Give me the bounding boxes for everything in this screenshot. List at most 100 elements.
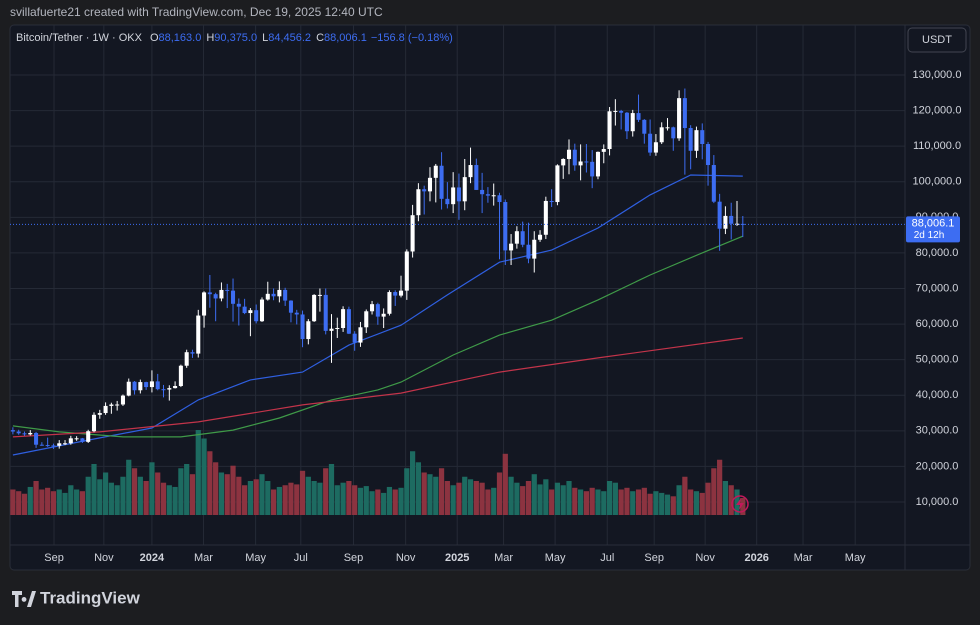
candle-body	[230, 290, 236, 304]
volume-bar	[91, 464, 97, 515]
volume-bar	[514, 482, 520, 515]
price-text: 88,006.1	[912, 217, 955, 229]
candle-body	[538, 234, 543, 240]
volume-bar	[68, 485, 74, 515]
volume-bar	[230, 465, 236, 515]
candle-body	[63, 443, 68, 445]
candle-body	[57, 443, 62, 446]
change: −156.8 (−0.18%)	[371, 32, 453, 44]
volume-bar	[705, 482, 711, 515]
volume-bar	[50, 491, 57, 515]
candle-body	[126, 381, 131, 396]
candle-body	[68, 438, 73, 444]
volume	[10, 430, 746, 515]
volume-bar	[259, 474, 265, 515]
x-tick-label: Sep	[44, 552, 64, 564]
x-tick-label: Nov	[695, 552, 715, 564]
volume-bar	[294, 484, 300, 515]
candle-body	[671, 127, 676, 139]
candle-body	[190, 352, 195, 354]
volume-bar	[16, 491, 22, 515]
volume-bar	[184, 464, 190, 515]
volume-bar	[207, 451, 213, 515]
candle-body	[381, 313, 386, 317]
candle-body	[497, 195, 502, 203]
currency[interactable]: USDT	[922, 34, 952, 46]
price-label: 88,006.12d 12h	[10, 216, 960, 243]
volume-bar	[722, 481, 729, 515]
y-tick-label: 100,000.0	[913, 176, 962, 188]
volume-bar	[560, 485, 566, 515]
candle-body	[265, 293, 270, 300]
volume-bar	[311, 481, 317, 515]
x-tick-label: Nov	[94, 552, 114, 564]
volume-bar	[10, 489, 16, 515]
candle-body	[115, 404, 120, 406]
candle-body	[653, 142, 658, 153]
volume-bar	[357, 487, 364, 515]
volume-bar	[346, 481, 352, 515]
candle-body	[682, 98, 687, 129]
volume-bar	[392, 489, 398, 515]
candle-body	[572, 149, 577, 166]
volume-bar	[352, 485, 358, 515]
moving-average	[12, 174, 743, 456]
candle-body	[109, 404, 114, 406]
candle-body	[410, 215, 415, 252]
candle-body	[422, 189, 427, 192]
volume-bar	[444, 481, 450, 515]
volume-bar	[363, 486, 369, 515]
candle-body	[427, 177, 433, 192]
candle-body	[16, 431, 21, 434]
ohlc-key: O	[150, 32, 159, 44]
volume-bar	[328, 464, 335, 515]
candle-body	[526, 244, 531, 259]
x-tick-label: 2025	[445, 552, 469, 564]
candle-body	[393, 292, 398, 296]
candle-body	[248, 310, 253, 314]
x-tick-label: 2024	[140, 552, 165, 564]
candle-body	[144, 382, 149, 388]
currency-button[interactable]	[907, 27, 967, 53]
volume-bar	[664, 494, 671, 515]
volume-bar	[502, 453, 508, 515]
candle-body	[34, 432, 39, 445]
candle-body	[630, 113, 635, 132]
volume-bar	[236, 476, 242, 515]
chart-panel	[9, 24, 971, 571]
y-tick-label: 80,000.0	[916, 247, 959, 259]
candle-body	[329, 328, 334, 331]
candle-body	[711, 165, 716, 202]
candle-body	[416, 189, 421, 216]
volume-bar	[624, 487, 630, 515]
ohlc-value: 88,163.0	[159, 32, 202, 44]
x-tick-label: Mar	[194, 552, 213, 564]
countdown: 2d 12h	[914, 230, 945, 241]
candle-body	[39, 444, 44, 446]
candle-body	[358, 327, 363, 343]
candle-body	[370, 304, 375, 312]
volume-bar	[688, 489, 694, 515]
candle-body	[306, 321, 311, 340]
volume-bar	[479, 482, 485, 515]
ohlc-value: 90,375.0	[214, 32, 257, 44]
candle-body	[335, 327, 340, 329]
volume-bar	[647, 493, 653, 515]
candle-body	[10, 430, 15, 432]
symbol: Bitcoin/Tether · 1W · OKX	[16, 32, 143, 44]
volume-bar	[62, 492, 68, 515]
volume-bar	[525, 481, 532, 515]
candle-body	[22, 433, 27, 435]
volume-bar	[543, 479, 549, 515]
candle-body	[590, 161, 595, 177]
candle-body	[341, 309, 346, 328]
volume-bar	[242, 485, 248, 515]
logo-text: TradingView	[40, 588, 141, 607]
x-tick-label: Sep	[344, 552, 364, 564]
candle-body	[607, 111, 612, 150]
y-tick-label: 130,000.0	[913, 69, 962, 81]
candle-body	[648, 133, 653, 153]
volume-bar	[462, 476, 468, 515]
candle-body	[300, 314, 305, 340]
